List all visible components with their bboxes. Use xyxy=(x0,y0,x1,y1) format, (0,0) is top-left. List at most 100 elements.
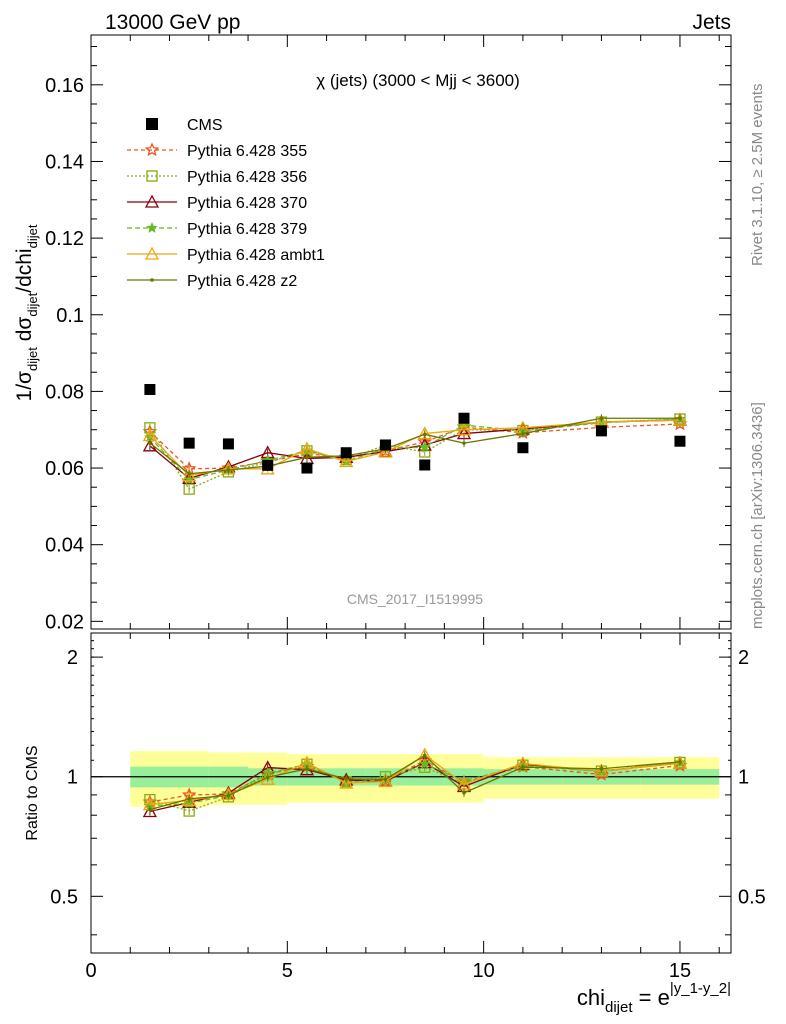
series-marker xyxy=(462,441,466,445)
series-marker xyxy=(418,757,431,769)
ratio-series-line xyxy=(149,761,681,812)
main-plot-frame xyxy=(90,34,732,630)
series-marker xyxy=(148,441,152,445)
x-tick-label: 15 xyxy=(669,960,691,982)
series-marker xyxy=(148,807,152,812)
series-marker xyxy=(146,170,158,182)
cms-data-points xyxy=(144,383,686,474)
series-marker xyxy=(144,142,160,157)
cms-data-point xyxy=(222,438,234,450)
ratio-y-axis: 0.5 0.5 1 1 2 2 xyxy=(50,640,766,936)
cms-data-point xyxy=(517,442,529,454)
series-marker xyxy=(521,431,525,436)
series-line xyxy=(149,418,680,481)
ratio-tick-label-left: 0.5 xyxy=(50,886,78,908)
legend-label: Pythia 6.428 379 xyxy=(187,221,307,238)
ratio-series-line xyxy=(149,754,681,811)
series-marker xyxy=(378,444,393,458)
series-marker xyxy=(672,412,688,426)
ratio-tick-label-right: 1 xyxy=(738,767,749,789)
main-y-axis-label: 1/σdijet dσdijet/dchidijet xyxy=(13,224,40,401)
series-marker xyxy=(418,440,431,452)
series-marker xyxy=(146,221,158,233)
series-marker xyxy=(187,797,191,801)
series-marker xyxy=(226,793,231,798)
series-marker xyxy=(144,194,160,208)
x-axis: 0 5 10 15 xyxy=(85,35,720,982)
y-tick-label: 0.02 xyxy=(45,611,84,633)
ratio-tick-label-right: 0.5 xyxy=(738,886,766,908)
series-marker xyxy=(150,278,154,282)
watermark-label: CMS_2017_I1519995 xyxy=(347,591,483,607)
y-tick-label: 0.12 xyxy=(45,228,84,250)
series-marker xyxy=(599,766,604,771)
header-right: Jets xyxy=(692,11,731,34)
series-marker xyxy=(678,760,682,764)
legend-label: Pythia 6.428 355 xyxy=(187,143,307,160)
cms-data-point xyxy=(262,459,274,471)
legend: CMS Pythia 6.428 355 Pythia 6.428 356 Pythi… xyxy=(127,117,325,290)
series-marker xyxy=(594,763,609,777)
y-tick-label: 0.04 xyxy=(45,535,84,557)
y-tick-label: 0.08 xyxy=(45,381,84,403)
series-marker xyxy=(422,432,427,437)
ratio-y-axis-label: Ratio to CMS xyxy=(24,745,41,840)
x-tick-label: 5 xyxy=(282,960,293,982)
main-y-axis: 0.02 0.04 0.06 0.08 0.1 0.12 0.14 0.16 xyxy=(45,45,731,633)
series-marker xyxy=(383,777,388,782)
y-tick-label: 0.16 xyxy=(45,75,84,97)
series-marker xyxy=(417,426,432,440)
legend-label: Pythia 6.428 370 xyxy=(187,195,307,212)
y-tick-label: 0.1 xyxy=(56,305,84,327)
series-marker xyxy=(187,471,191,476)
cms-data-point xyxy=(419,459,431,471)
x-axis-label: chidijet = e|y_1-y_2| xyxy=(577,980,731,1016)
cms-data-point xyxy=(301,462,313,474)
series-marker xyxy=(462,791,466,795)
ratio-plot-frame xyxy=(90,632,732,954)
series-marker xyxy=(144,246,160,260)
ratio-series-group xyxy=(142,747,688,818)
series-marker xyxy=(456,426,472,440)
series-marker xyxy=(339,775,354,789)
series-marker xyxy=(339,454,354,468)
legend-label: Pythia 6.428 356 xyxy=(187,169,307,186)
series-marker xyxy=(417,747,432,761)
series-marker xyxy=(422,753,427,758)
series-marker xyxy=(305,455,309,460)
series-marker xyxy=(521,765,525,770)
legend-label: Pythia 6.428 ambt1 xyxy=(187,247,325,264)
legend-label: Pythia 6.428 z2 xyxy=(187,273,297,290)
legend-label-cms: CMS xyxy=(187,117,223,134)
ratio-tick-label-right: 2 xyxy=(738,647,749,669)
series-marker xyxy=(378,774,393,788)
series-marker xyxy=(182,468,197,482)
ratio-tick-label-left: 2 xyxy=(67,647,78,669)
legend-marker-cms xyxy=(146,118,158,130)
series-marker xyxy=(456,422,472,436)
y-tick-label: 0.06 xyxy=(45,458,84,480)
ratio-tick-label-left: 1 xyxy=(67,767,78,789)
cms-data-point xyxy=(340,447,352,459)
series-marker xyxy=(344,777,349,781)
cms-data-point xyxy=(144,383,156,395)
x-tick-label: 0 xyxy=(85,960,96,982)
series-marker xyxy=(226,468,231,472)
series-marker xyxy=(183,483,195,495)
ratio-series-line xyxy=(149,761,681,807)
cms-data-point xyxy=(458,412,470,424)
series-marker xyxy=(142,804,157,818)
y-tick-label: 0.14 xyxy=(45,151,84,173)
x-tick-label: 10 xyxy=(473,960,495,982)
mcplots-label: mcplots.cern.ch [arXiv:1306.3436] xyxy=(749,402,766,629)
header-left: 13000 GeV pp xyxy=(105,11,240,34)
cms-data-point xyxy=(595,425,607,437)
cms-data-point xyxy=(674,435,686,447)
series-marker xyxy=(265,775,270,780)
rivet-label: Rivet 3.1.10, ≥ 2.5M events xyxy=(749,84,766,267)
cms-data-point xyxy=(379,439,391,451)
series-line xyxy=(149,417,680,475)
series-marker xyxy=(599,416,604,421)
cms-data-point xyxy=(183,437,195,449)
